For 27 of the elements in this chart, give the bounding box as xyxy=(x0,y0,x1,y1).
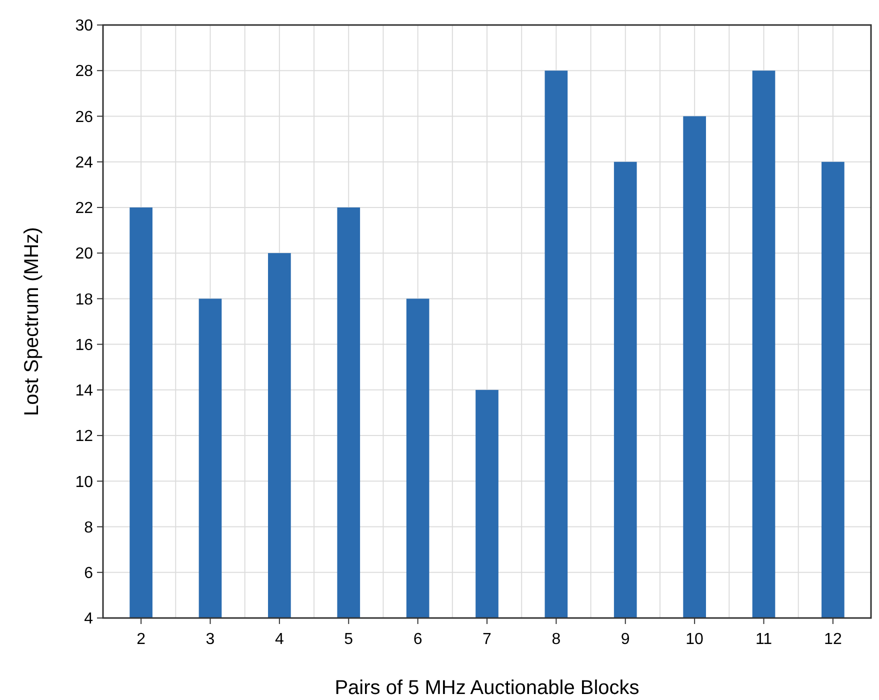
y-tick-label: 30 xyxy=(75,18,94,35)
x-tick-label: 7 xyxy=(482,631,492,648)
y-tick-label: 8 xyxy=(84,519,94,536)
x-tick-label: 9 xyxy=(620,631,630,648)
x-tick-label: 2 xyxy=(136,631,146,648)
x-tick-label: 6 xyxy=(413,631,422,648)
y-tick-label: 16 xyxy=(75,336,94,354)
x-axis-title: Pairs of 5 MHz Auctionable Blocks xyxy=(334,677,640,699)
x-tick-label: 4 xyxy=(274,631,284,648)
y-tick-label: 26 xyxy=(75,108,94,126)
y-tick-label: 18 xyxy=(75,291,94,308)
y-tick-label: 12 xyxy=(75,428,94,446)
x-tick-label: 3 xyxy=(206,631,215,648)
x-tick-label: 5 xyxy=(344,631,354,648)
y-tick-label: 22 xyxy=(75,200,94,218)
y-axis-title: Lost Spectrum (MHz) xyxy=(21,227,43,416)
y-tick-label: 28 xyxy=(75,63,94,80)
y-tick-label: 6 xyxy=(84,564,94,582)
y-tick-label: 20 xyxy=(75,246,94,263)
y-tick-label: 14 xyxy=(75,382,94,400)
y-tick-label: 4 xyxy=(84,610,94,628)
y-tick-label: 24 xyxy=(75,154,94,172)
y-tick-label: 10 xyxy=(75,474,94,491)
x-tick-label: 8 xyxy=(552,631,561,648)
x-tick-label: 12 xyxy=(824,631,842,648)
x-tick-label: 11 xyxy=(755,631,772,648)
x-tick-label: 10 xyxy=(686,631,704,648)
